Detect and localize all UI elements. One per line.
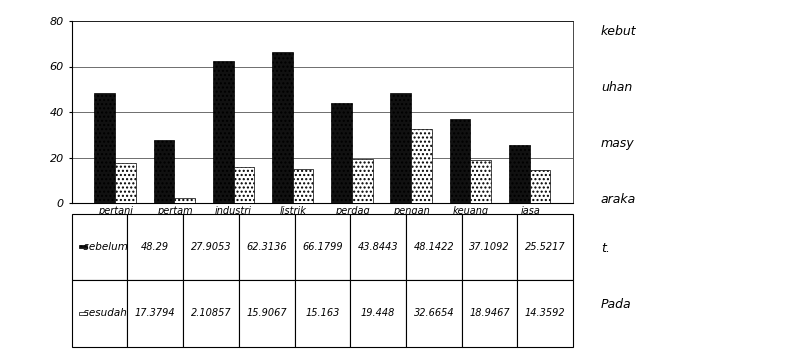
Bar xyxy=(272,52,293,203)
Text: Pada: Pada xyxy=(601,298,631,311)
Bar xyxy=(174,198,195,203)
Text: t.: t. xyxy=(601,242,610,255)
Bar xyxy=(352,159,373,203)
Bar xyxy=(79,245,87,248)
Bar xyxy=(509,145,529,203)
Text: kebut: kebut xyxy=(601,25,637,38)
Bar xyxy=(95,93,115,203)
Bar xyxy=(412,129,432,203)
Text: araka: araka xyxy=(601,193,636,206)
Text: uhan: uhan xyxy=(601,81,632,94)
Bar xyxy=(154,140,174,203)
Text: masy: masy xyxy=(601,137,634,150)
Bar xyxy=(79,312,87,315)
Bar xyxy=(529,170,550,203)
Bar xyxy=(391,93,412,203)
Bar xyxy=(470,160,491,203)
Bar xyxy=(233,167,254,203)
Bar xyxy=(115,163,136,203)
Bar xyxy=(331,103,352,203)
Bar xyxy=(213,61,233,203)
Bar xyxy=(293,168,314,203)
Bar xyxy=(450,119,470,203)
